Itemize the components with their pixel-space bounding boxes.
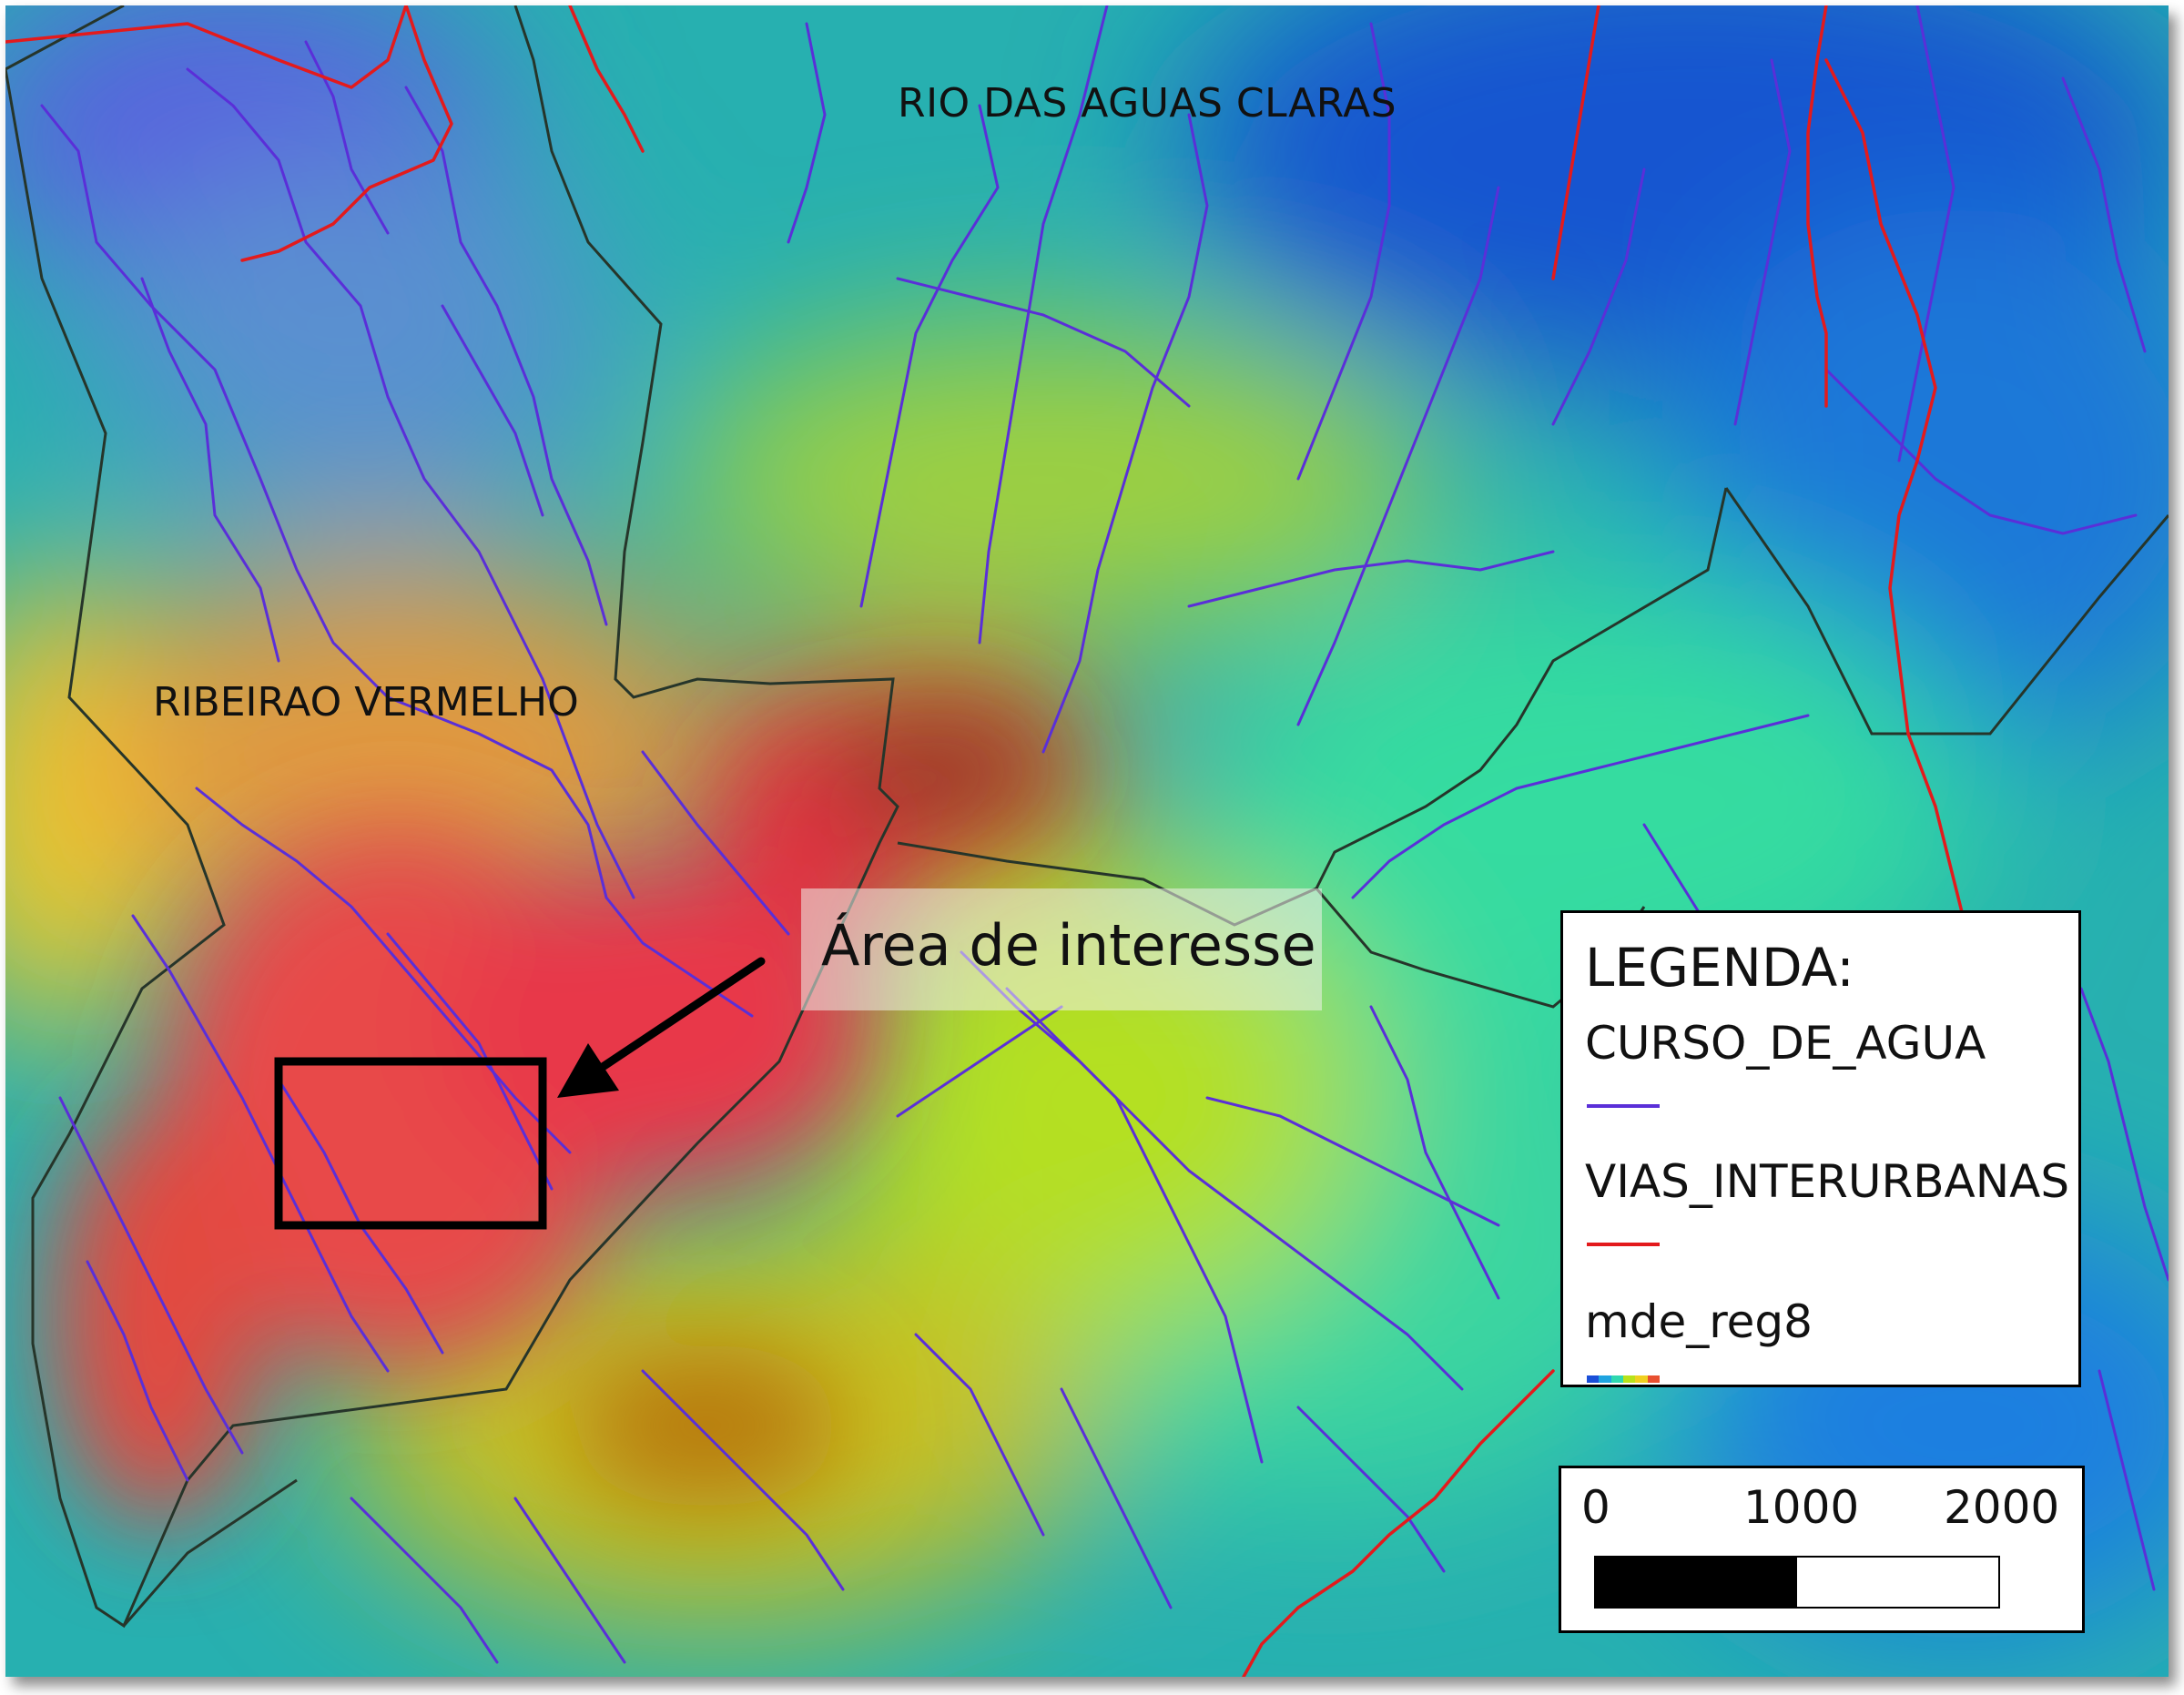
legend-symbol-road-line <box>1587 1243 1660 1246</box>
basin-label-ribeirao-vermelho: RIBEIRAO VERMELHO <box>153 679 579 726</box>
legend-ramp-swatch <box>1635 1375 1648 1383</box>
stream-segment <box>1041 113 1209 754</box>
scale-bar-filled-segment <box>1596 1558 1797 1607</box>
road-segment <box>1551 5 1600 280</box>
stream-segment <box>896 1005 1063 1118</box>
stream-segment <box>1733 58 1792 426</box>
stream-segment <box>859 104 1000 608</box>
legend-ramp-swatch <box>1610 1375 1623 1383</box>
stream-segment <box>541 677 635 899</box>
stream-segment <box>641 750 790 936</box>
basin-outline-blue-east <box>1724 487 2169 736</box>
legend-label-curso-de-agua: CURSO_DE_AGUA <box>1585 1017 1986 1070</box>
basin-label-rio-das-aguas-claras: RIO DAS AGUAS CLARAS <box>898 80 1397 127</box>
stream-segment <box>1296 22 1391 481</box>
legend-label-vias-interurbanas: VIAS_INTERURBANAS <box>1585 1155 2070 1208</box>
legend-ramp-swatch <box>1647 1375 1660 1383</box>
streams <box>40 5 2169 1664</box>
legend-title: LEGENDA: <box>1585 937 1854 999</box>
stream-segment <box>1351 714 1810 899</box>
road-segment <box>568 5 645 153</box>
stream-segment <box>1187 550 1555 608</box>
basin-outline-blue <box>1315 487 1728 889</box>
legend-symbol-elevation-ramp <box>1587 1375 1660 1383</box>
stream-segment <box>1824 368 2138 535</box>
stream-segment <box>86 1260 189 1482</box>
stream-segment <box>2079 987 2169 1282</box>
stream-segment <box>960 950 1464 1391</box>
stream-segment <box>195 787 572 1154</box>
stream-segment <box>1551 167 1646 426</box>
road-segment <box>1824 58 1965 918</box>
stream-segment <box>896 277 1191 408</box>
stream-segment <box>914 1333 1045 1537</box>
stream-segment <box>1296 186 1500 726</box>
stream-segment <box>1897 5 1955 462</box>
stream-segment <box>350 1497 499 1664</box>
stream-segment <box>2098 1369 2156 1591</box>
scale-tick-2000: 2000 <box>1944 1481 2060 1534</box>
elevation-raster <box>5 5 2169 1677</box>
legend: LEGENDA: CURSO_DE_AGUA VIAS_INTERURBANAS… <box>1560 910 2081 1387</box>
basin-outline-south <box>122 1478 298 1627</box>
scale-bar: 0 1000 2000 <box>1559 1466 2085 1633</box>
stream-segment <box>1369 1005 1500 1300</box>
road-segment <box>1806 5 1828 408</box>
basin-outline-ribeirao <box>5 5 899 1629</box>
stream-segment <box>131 914 390 1373</box>
stream-segment <box>1296 1406 1446 1573</box>
stream-segment <box>140 277 280 663</box>
stream-segment <box>441 304 544 517</box>
stream-segment <box>2061 76 2147 353</box>
stream-segment <box>787 22 827 244</box>
road-segment <box>5 5 408 89</box>
stream-segment <box>40 104 754 1018</box>
road-segment <box>240 5 453 262</box>
stream-segment <box>186 67 544 681</box>
area-callout: Área de interesse <box>801 888 1322 1010</box>
area-callout-text: Área de interesse <box>821 912 1316 979</box>
stream-segment <box>513 1497 626 1664</box>
scale-bar-graphic <box>1594 1556 2000 1609</box>
roads <box>5 5 1965 1677</box>
stream-segment <box>641 1369 845 1591</box>
scale-tick-0: 0 <box>1581 1481 1610 1534</box>
scale-tick-1000: 1000 <box>1743 1481 1860 1534</box>
legend-ramp-swatch <box>1587 1375 1600 1383</box>
road-segment <box>1242 1369 1555 1677</box>
legend-ramp-swatch <box>1622 1375 1636 1383</box>
stream-segment <box>386 932 554 1191</box>
elevation-map[interactable] <box>5 5 2169 1677</box>
legend-ramp-swatch <box>1599 1375 1611 1383</box>
basin-outlines <box>5 5 2169 1629</box>
stream-segment <box>58 1096 244 1455</box>
map-frame[interactable]: RIO DAS AGUAS CLARAS RIBEIRAO VERMELHO Á… <box>5 5 2169 1677</box>
stream-segment <box>304 40 390 235</box>
stream-segment <box>978 5 1109 645</box>
area-of-interest-box[interactable] <box>274 1057 547 1230</box>
legend-symbol-stream-line <box>1587 1104 1660 1108</box>
callout-arrow <box>557 957 766 1098</box>
stream-segment <box>1060 1387 1173 1609</box>
legend-label-mde-reg8: mde_reg8 <box>1585 1295 1813 1348</box>
stream-segment <box>404 86 608 626</box>
